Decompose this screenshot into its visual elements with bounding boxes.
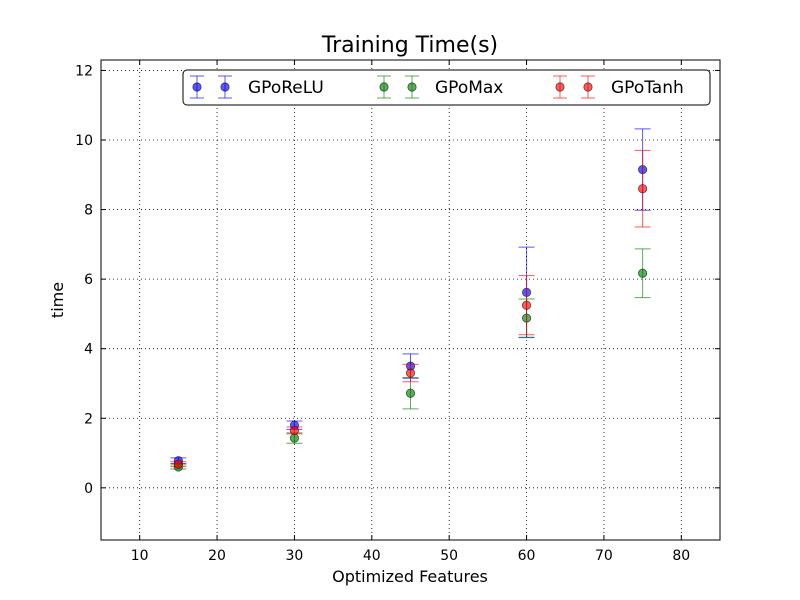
data-point [289, 425, 300, 436]
y-tick-label: 10 [75, 133, 93, 149]
legend-entries: GPoReLU GPoMax GPoTanh [190, 75, 684, 99]
x-tick-label: 70 [595, 548, 613, 564]
x-tick-label: 50 [440, 548, 458, 564]
data-point [638, 268, 648, 278]
legend-marker [407, 82, 417, 92]
y-axis-label: time [48, 282, 67, 318]
legend-entry-gporelu: GPoReLU [190, 75, 324, 99]
data-point [405, 368, 416, 378]
y-tick-label: 12 [75, 63, 93, 79]
legend-marker [555, 82, 565, 92]
legend-box [182, 69, 711, 106]
legend-entry-gpomax: GPoMax [377, 75, 503, 99]
y-tick-label: 8 [84, 203, 93, 219]
x-tick-label: 10 [131, 548, 149, 564]
x-tick-label: 60 [518, 548, 536, 564]
y-tick-label: 0 [84, 481, 93, 497]
grid-layer [101, 60, 720, 540]
chart-title: Training Time(s) [321, 33, 498, 58]
x-tick-label: 80 [672, 548, 690, 564]
legend-entry-gpotanh: GPoTanh [553, 75, 684, 99]
legend-marker [583, 82, 593, 92]
legend-marker [220, 82, 230, 92]
legend-label: GPoMax [435, 78, 503, 98]
plot-frame [100, 59, 721, 541]
data-point [289, 433, 300, 443]
series-gporelu [170, 128, 651, 466]
tick-layer: 10 20 30 40 50 60 70 80 0 2 4 6 8 10 12 [75, 60, 720, 564]
data-point [638, 184, 648, 194]
y-tick-label: 2 [84, 411, 93, 427]
y-tick-label: 4 [84, 342, 93, 358]
data-point [173, 459, 183, 469]
legend-marker [192, 82, 202, 92]
legend-label: GPoReLU [248, 78, 324, 98]
y-tick-label: 6 [84, 272, 93, 288]
x-tick-label: 40 [363, 548, 381, 564]
x-tick-label: 30 [286, 548, 304, 564]
legend: GPoReLU GPoMax GPoTanh [182, 69, 711, 106]
legend-marker [379, 82, 389, 92]
data-point [405, 388, 416, 398]
series-gpotanh [170, 149, 651, 469]
data-point [521, 300, 532, 310]
x-tick-label: 20 [208, 548, 226, 564]
x-axis-label: Optimized Features [332, 567, 488, 586]
series-layer [170, 128, 651, 472]
legend-label: GPoTanh [611, 78, 684, 98]
